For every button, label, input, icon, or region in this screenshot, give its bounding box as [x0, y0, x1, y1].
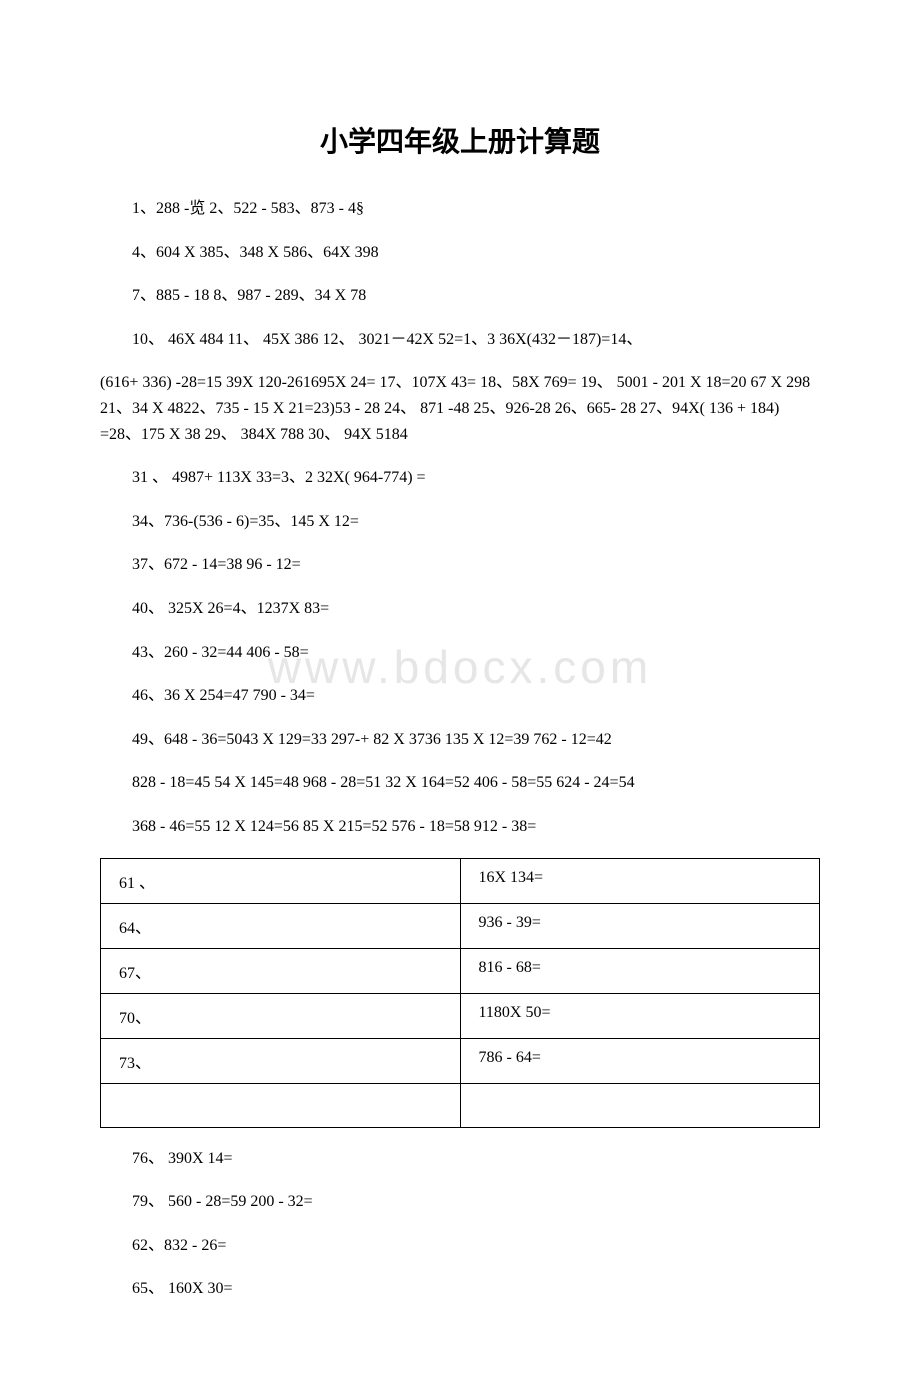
- problem-line: 7、885 - 18 8、987 - 289、34 X 78: [100, 283, 820, 309]
- table-cell: 64、: [101, 903, 461, 948]
- table-row: 70、 1180X 50=: [101, 993, 820, 1038]
- problem-line: 76、 390X 14=: [100, 1146, 820, 1172]
- table-cell: 67、: [101, 948, 461, 993]
- table-row: 67、 816 - 68=: [101, 948, 820, 993]
- table-row: 64、 936 - 39=: [101, 903, 820, 948]
- problem-line: 368 - 46=55 12 X 124=56 85 X 215=52 576 …: [100, 814, 820, 840]
- table-cell: 936 - 39=: [460, 903, 820, 948]
- problem-line: 37、672 - 14=38 96 - 12=: [100, 552, 820, 578]
- table-cell: 816 - 68=: [460, 948, 820, 993]
- table-cell: [101, 1083, 461, 1127]
- problem-line: 79、 560 - 28=59 200 - 32=: [100, 1189, 820, 1215]
- table-row: 73、 786 - 64=: [101, 1038, 820, 1083]
- problem-table: 61 、 16X 134= 64、 936 - 39= 67、 816 - 68…: [100, 858, 820, 1128]
- table-cell: 70、: [101, 993, 461, 1038]
- page-title: 小学四年级上册计算题: [100, 120, 820, 160]
- table-cell: 61 、: [101, 858, 461, 903]
- problem-line: 1、288 -览 2、522 - 583、873 - 4§: [100, 196, 820, 222]
- problem-line: 62、832 - 26=: [100, 1233, 820, 1259]
- problem-line: 10、 46X 484 11、 45X 386 12、 3021－42X 52=…: [100, 327, 820, 353]
- problem-line: 49、648 - 36=5043 X 129=33 297-+ 82 X 373…: [100, 727, 820, 753]
- problem-line: 65、 160X 30=: [100, 1276, 820, 1302]
- problem-line: 34、736-(536 - 6)=35、145 X 12=: [100, 509, 820, 535]
- problem-line: 43、260 - 32=44 406 - 58=: [100, 640, 820, 666]
- problem-line: 46、36 X 254=47 790 - 34=: [100, 683, 820, 709]
- table-cell: 73、: [101, 1038, 461, 1083]
- table-cell: 16X 134=: [460, 858, 820, 903]
- problem-line: 40、 325X 26=4、1237X 83=: [100, 596, 820, 622]
- table-cell: 1180X 50=: [460, 993, 820, 1038]
- table-cell: 786 - 64=: [460, 1038, 820, 1083]
- problem-line: (616+ 336) -28=15 39X 120-261695X 24= 17…: [100, 370, 820, 447]
- table-row: [101, 1083, 820, 1127]
- table-cell: [460, 1083, 820, 1127]
- problem-line: 4、604 X 385、348 X 586、64X 398: [100, 240, 820, 266]
- problem-line: 828 - 18=45 54 X 145=48 968 - 28=51 32 X…: [100, 770, 820, 796]
- table-row: 61 、 16X 134=: [101, 858, 820, 903]
- problem-line: 31 、 4987+ 113X 33=3、2 32X( 964-774) =: [100, 465, 820, 491]
